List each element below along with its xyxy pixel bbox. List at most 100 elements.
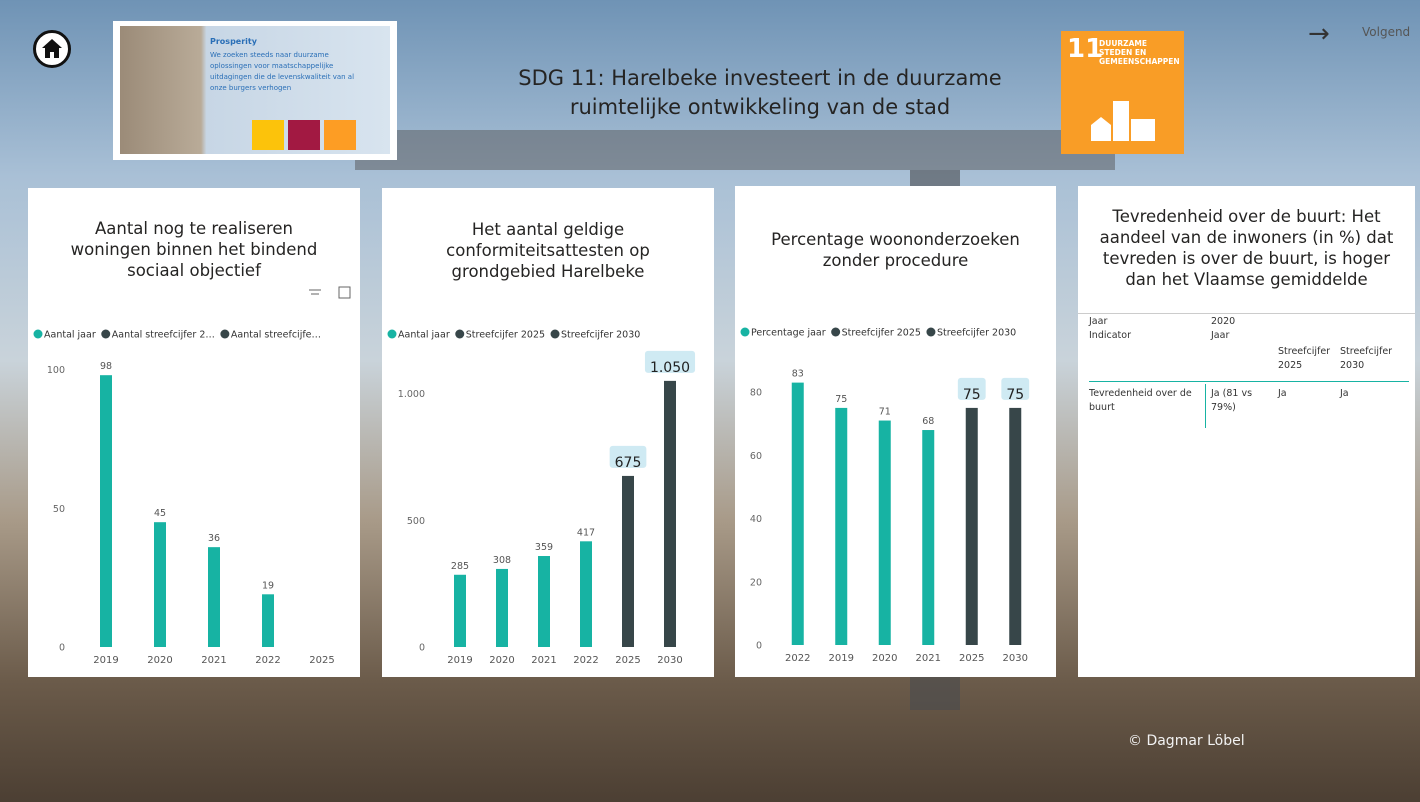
data-label: 75 [1006, 387, 1024, 403]
legend-label: Streefcijfer 2030 [937, 328, 1016, 339]
y-tick-label: 50 [53, 504, 65, 515]
bar [878, 420, 891, 645]
filter-icon[interactable] [309, 289, 321, 295]
data-label-box [957, 377, 986, 400]
legend-marker [740, 327, 750, 337]
chart-title: Aantal nog te realiseren woningen binnen… [70, 219, 318, 280]
legend-label: Aantal jaar [44, 330, 96, 341]
legend-marker [926, 327, 936, 337]
bar [835, 407, 848, 645]
column-header: Jaar [1211, 330, 1230, 341]
x-tick-label: 2019 [447, 655, 472, 666]
column-header: 2020 [1211, 316, 1236, 327]
legend-label: Percentage jaar [751, 328, 826, 339]
header-underline [1089, 381, 1409, 382]
next-label[interactable]: Volgend [1362, 25, 1411, 39]
legend-marker [455, 329, 465, 339]
chart: Aantal jaar Streefcijfer 2025 Streefcijfer… [387, 329, 696, 666]
table-cell: Tevredenheid over de buurt [1089, 388, 1192, 413]
bar [1009, 407, 1022, 645]
data-label: 1.050 [650, 360, 690, 376]
data-label-box [1001, 377, 1030, 400]
column-header: Indicator [1089, 330, 1131, 341]
legend-label: Streefcijfer 2025 [842, 328, 921, 339]
y-tick-label: 500 [407, 516, 425, 527]
legend-label: Streefcijfer 2030 [561, 330, 640, 341]
home-icon [42, 39, 62, 58]
x-tick-label: 2020 [872, 653, 897, 664]
y-tick-label: 0 [419, 643, 425, 654]
y-tick-label: 60 [750, 451, 762, 462]
legend-marker [220, 329, 230, 339]
cell-divider [1205, 384, 1206, 428]
bar [100, 375, 112, 647]
data-label: 75 [963, 387, 981, 403]
chart: Percentage jaar Streefcijfer 2025 Streefci… [740, 327, 1030, 664]
y-tick-label: 1.000 [398, 389, 425, 400]
column-header: Jaar [1089, 316, 1108, 327]
chart-title: Percentage woononderzoeken zonder proced… [771, 230, 1020, 270]
data-label: 285 [451, 561, 469, 572]
x-tick-label: 2021 [531, 655, 556, 666]
x-tick-label: 2030 [1003, 653, 1028, 664]
thumbnail-image: Prosperity We zoeken steeds naar duurzam… [120, 26, 390, 154]
bar [208, 547, 220, 647]
bar [791, 382, 804, 645]
table-panel: Tevredenheid over de buurt: Het aandeel … [1078, 186, 1415, 677]
bar [454, 574, 466, 647]
y-tick-label: 20 [750, 577, 762, 588]
x-tick-label: 2025 [615, 655, 640, 666]
chart: Aantal jaar Aantal streefcijfer 2… Aantal … [33, 286, 351, 666]
x-tick-label: 2019 [829, 653, 854, 664]
next-arrow[interactable]: → [1308, 19, 1330, 49]
focus-icon[interactable] [338, 286, 351, 299]
data-label: 71 [879, 407, 891, 418]
column-header: Streefcijfer 2030 [1340, 346, 1393, 371]
x-tick-label: 2025 [959, 653, 984, 664]
legend-marker [33, 329, 43, 339]
x-tick-label: 2020 [147, 655, 172, 666]
x-tick-label: 2022 [573, 655, 598, 666]
table-divider [1078, 313, 1415, 314]
legend-label: Aantal streefcijfer 2… [112, 330, 215, 341]
photo-credit: © Dagmar Löbel [1128, 733, 1245, 749]
x-tick-label: 2021 [201, 655, 226, 666]
y-tick-label: 0 [59, 643, 65, 654]
data-label: 83 [792, 369, 804, 380]
y-tick-label: 0 [756, 641, 762, 652]
x-tick-label: 2019 [93, 655, 118, 666]
data-label: 45 [154, 508, 166, 519]
thumbnail-heading: Prosperity [210, 37, 257, 46]
thumbnail-card: Prosperity We zoeken steeds naar duurzam… [113, 21, 397, 160]
chart-title: Het aantal geldige conformiteitsattesten… [446, 220, 650, 281]
home-button[interactable] [33, 30, 71, 68]
y-tick-label: 80 [750, 388, 762, 399]
page-title: SDG 11: Harelbeke investeert in de duurz… [518, 66, 1002, 119]
legend-marker [387, 329, 397, 339]
data-label: 75 [835, 394, 847, 405]
legend-marker [101, 329, 111, 339]
data-label: 417 [577, 527, 595, 538]
thumbnail-text: We zoeken steeds naar duurzame oplossing… [210, 51, 355, 92]
x-tick-label: 2022 [255, 655, 280, 666]
bar [580, 541, 592, 647]
data-label-box [644, 350, 696, 373]
data-label: 36 [208, 533, 220, 544]
sdg-text: DUURZAME STEDEN EN GEMEENSCHAPPEN [1099, 39, 1180, 66]
table-cell: Ja (81 vs 79%) [1211, 388, 1253, 413]
x-tick-label: 2020 [489, 655, 514, 666]
bar [922, 430, 935, 645]
data-label: 98 [100, 361, 112, 372]
column-header: Streefcijfer 2025 [1278, 346, 1331, 371]
data-label: 359 [535, 542, 553, 553]
y-tick-label: 100 [47, 365, 65, 376]
bar [622, 475, 634, 647]
legend-marker [550, 329, 560, 339]
sdg-number: 11 [1067, 34, 1104, 64]
data-label-box [609, 445, 647, 468]
chart-panel: Het aantal geldige conformiteitsattesten… [382, 188, 714, 677]
data-label: 675 [615, 455, 642, 471]
bar [496, 568, 508, 647]
legend-label: Aantal streefcijfe… [231, 330, 321, 341]
x-tick-label: 2025 [309, 655, 334, 666]
